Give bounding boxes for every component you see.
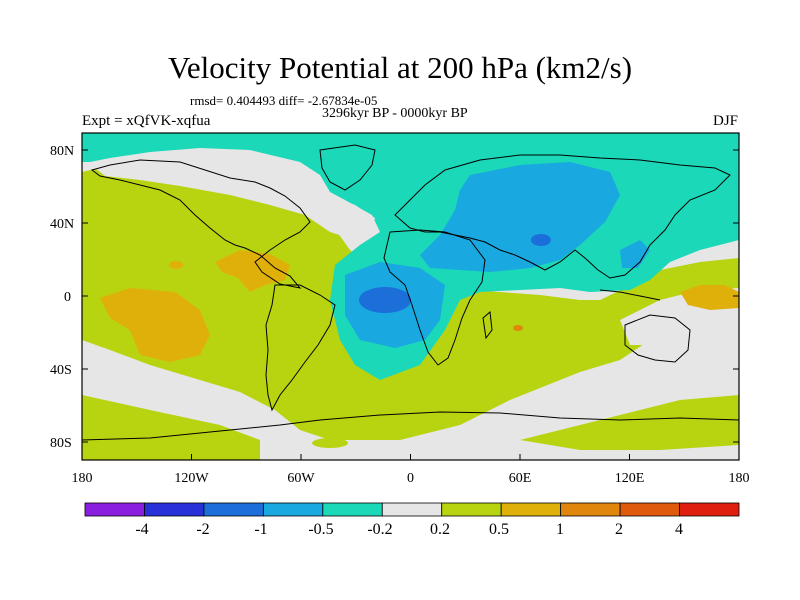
x-tick-label: 120W [174,471,209,486]
colorbar-label: 0.5 [489,521,509,538]
colorbar-swatch [322,502,383,517]
y-tick-labels: 80N 40N 0 40S 80S [50,144,74,451]
positive-south-east-strip [520,395,739,450]
colorbar-swatch [619,502,680,517]
season-label: DJF [713,113,739,129]
x-axis [81,454,740,460]
x-tick-label: 0 [407,471,414,486]
positive-core-west-pacific [680,285,739,310]
positive-south-blob [312,438,348,448]
y-axis [82,149,739,443]
colorbar [84,502,740,517]
y-tick-label: 0 [64,290,71,305]
x-tick-label: 60E [509,471,532,486]
colorbar-label: -0.2 [367,521,392,538]
colorbar-swatch [381,502,443,517]
negative-core-atlantic [359,287,411,313]
negative-blue-pacific [620,240,650,268]
positive-core-central-america [215,250,290,292]
y-tick-label: 80N [50,144,74,159]
colorbar-labels: -4 -2 -1 -0.5 -0.2 0.2 0.5 1 2 4 [135,521,683,538]
experiment-label: Expt = xQfVK-xqfua [82,113,211,129]
positive-spot-indian [513,325,523,331]
y-tick-label: 80S [50,436,72,451]
stats-text: rmsd= 0.404493 diff= -2.67834e-05 [190,93,378,108]
colorbar-label: 4 [675,521,683,538]
colorbar-label: -1 [254,521,267,538]
colorbar-swatch [144,502,205,517]
colorbar-swatch [441,502,502,517]
colorbar-label: 0.2 [430,521,450,538]
period-text: 3296kyr BP - 0000kyr BP [322,106,468,121]
positive-south-strip [82,395,260,460]
x-tick-labels: 180 120W 60W 0 60E 120E 180 [72,471,750,486]
colorbar-label: -4 [135,521,148,538]
x-tick-label: 120E [615,471,645,486]
neutral-band-south [82,318,739,460]
positive-core-pacific [100,288,210,362]
colorbar-swatch [500,502,562,517]
colorbar-swatch [262,502,324,517]
colorbar-swatch [560,502,621,517]
colorbar-swatch [203,502,264,517]
negative-blue-asia [420,162,620,272]
map-title: Velocity Potential at 200 hPa (km2/s) [167,50,633,85]
colorbar-swatch [679,502,740,517]
y-tick-label: 40N [50,217,74,232]
colorbar-label: -2 [196,521,209,538]
x-tick-label: 60W [287,471,315,486]
x-tick-label: 180 [729,471,750,486]
x-tick-label: 180 [72,471,93,486]
colorbar-label: 2 [615,521,623,538]
coastlines [82,144,739,441]
contour-field [82,133,739,460]
positive-spot-pacific [169,261,183,269]
colorbar-label: 1 [556,521,564,538]
neutral-north-america [95,150,375,240]
negative-core-asia [531,234,551,246]
colorbar-swatch [84,502,145,517]
y-tick-label: 40S [50,363,72,378]
colorbar-label: -0.5 [308,521,333,538]
